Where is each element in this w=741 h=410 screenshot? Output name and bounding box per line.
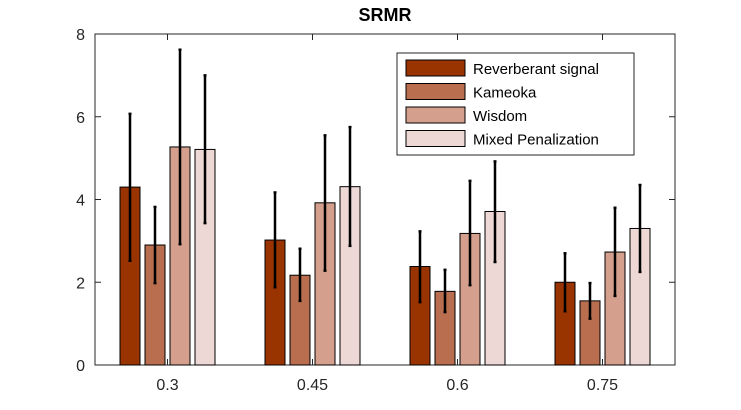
legend-swatch: [405, 130, 466, 147]
y-tick-label: 6: [76, 110, 85, 127]
error-bar-group: [128, 48, 642, 320]
x-tick-label: 0.75: [587, 377, 618, 394]
legend-label: Reverberant signal: [473, 61, 599, 78]
x-tick-label: 0.45: [297, 377, 328, 394]
x-tick-label: 0.6: [446, 377, 468, 394]
bar-series-group: [119, 146, 651, 366]
legend: Reverberant signal Kameoka Wisdom Mixed Pen…: [396, 52, 635, 156]
legend-swatch: [405, 106, 466, 124]
y-tick-label: 8: [76, 27, 85, 44]
legend-label: Wisdom: [473, 108, 527, 125]
y-axis: 0 2 4 6 8: [76, 27, 675, 375]
x-tick-label: 0.3: [156, 377, 178, 394]
y-tick-label: 2: [76, 275, 85, 292]
y-tick-label: 0: [76, 358, 85, 375]
legend-label: Kameoka: [473, 85, 537, 102]
legend-label: Mixed Penalization: [473, 132, 599, 149]
legend-swatch: [405, 83, 466, 100]
x-axis: 0.3 0.45 0.6 0.75: [156, 34, 618, 394]
legend-swatch: [405, 59, 466, 77]
y-tick-label: 4: [76, 193, 85, 210]
chart-title: SRMR: [359, 5, 412, 25]
